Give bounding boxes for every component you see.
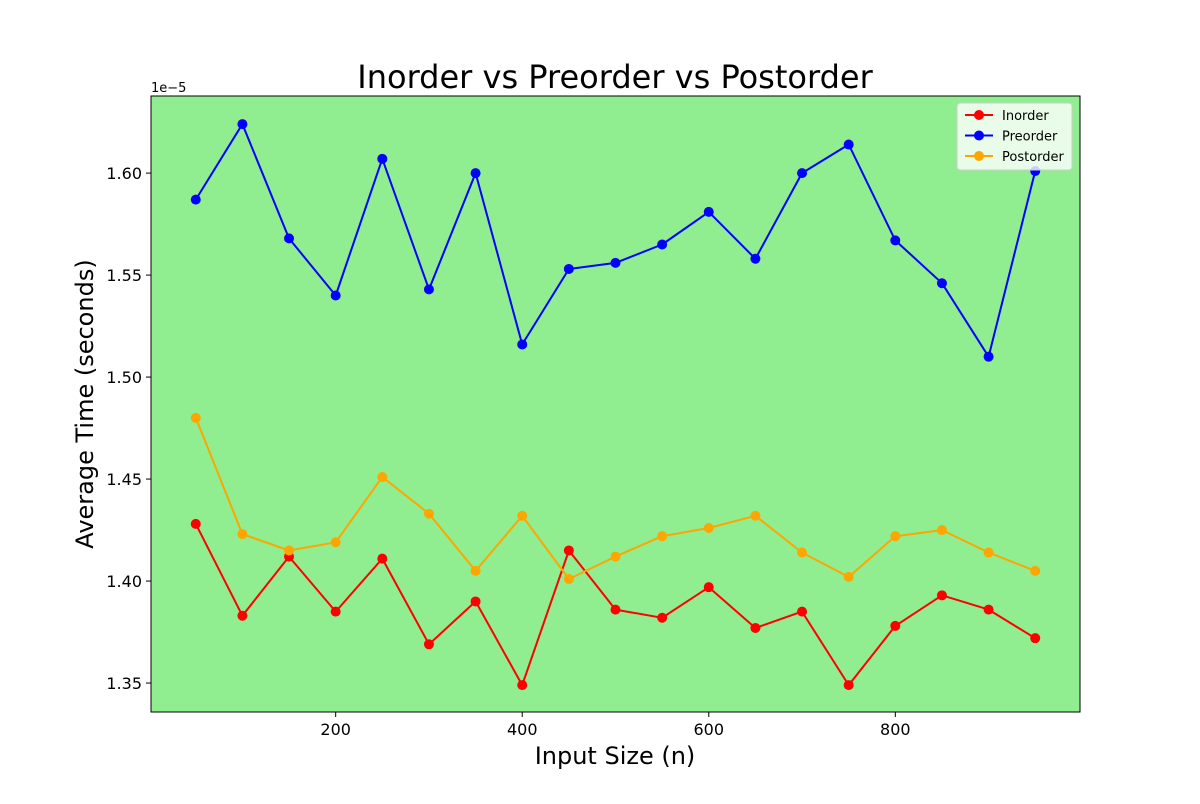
data-point-inorder — [563, 545, 574, 556]
data-point-inorder — [936, 590, 947, 601]
legend-label-preorder: Preorder — [1002, 130, 1058, 145]
data-point-preorder — [890, 235, 901, 246]
data-point-preorder — [377, 153, 388, 164]
legend-marker-postorder — [974, 151, 984, 161]
data-point-preorder — [843, 139, 854, 150]
y-tick-label: 1.55 — [106, 266, 142, 285]
data-point-postorder — [377, 472, 388, 483]
y-tick-label: 1.60 — [106, 164, 142, 183]
data-point-inorder — [890, 620, 901, 631]
data-point-preorder — [797, 168, 808, 179]
plot-frame — [150, 95, 1081, 713]
data-point-postorder — [610, 551, 621, 562]
data-point-inorder — [517, 680, 528, 691]
data-point-preorder — [983, 351, 994, 362]
data-point-inorder — [470, 596, 481, 607]
data-point-preorder — [610, 257, 621, 268]
data-point-postorder — [936, 525, 947, 536]
plot-area — [151, 96, 1080, 712]
data-point-postorder — [843, 571, 854, 582]
data-point-inorder — [377, 553, 388, 564]
data-point-inorder — [610, 604, 621, 615]
x-tick-label: 200 — [320, 720, 351, 739]
chart-title: Inorder vs Preorder vs Postorder — [357, 58, 873, 96]
data-point-inorder — [657, 612, 668, 623]
y-tick-label: 1.50 — [106, 368, 142, 387]
y-axis: 1.35 1.40 1.45 1.50 1.55 1.60 — [106, 164, 151, 693]
legend-marker-inorder — [974, 110, 984, 120]
data-point-preorder — [237, 119, 248, 130]
data-point-preorder — [517, 339, 528, 350]
data-point-preorder — [470, 168, 481, 179]
data-point-preorder — [330, 290, 341, 301]
data-point-postorder — [517, 510, 528, 521]
data-point-inorder — [703, 582, 714, 593]
data-point-preorder — [563, 263, 574, 274]
legend: Inorder Preorder Postorder — [956, 102, 1073, 171]
data-point-preorder — [703, 206, 714, 217]
data-point-postorder — [330, 537, 341, 548]
x-axis-label: Input Size (n) — [535, 742, 696, 770]
data-point-inorder — [750, 622, 761, 633]
data-point-postorder — [890, 531, 901, 542]
data-point-postorder — [237, 529, 248, 540]
data-point-preorder — [936, 278, 947, 289]
y-tick-label: 1.40 — [106, 572, 142, 591]
x-tick-label: 800 — [880, 720, 911, 739]
data-point-inorder — [1030, 633, 1041, 644]
data-point-inorder — [190, 518, 201, 529]
y-tick-label: 1.45 — [106, 470, 142, 489]
data-point-postorder — [470, 565, 481, 576]
data-point-inorder — [330, 606, 341, 617]
y-axis-label: Average Time (seconds) — [71, 259, 99, 548]
data-point-inorder — [423, 639, 434, 650]
series-inorder — [190, 518, 1041, 691]
data-point-postorder — [1030, 565, 1041, 576]
x-tick-label: 400 — [507, 720, 538, 739]
legend-label-inorder: Inorder — [1002, 109, 1049, 124]
series-preorder — [190, 119, 1041, 362]
data-point-inorder — [983, 604, 994, 615]
data-point-postorder — [190, 412, 201, 423]
x-tick-label: 600 — [693, 720, 724, 739]
data-point-postorder — [750, 510, 761, 521]
x-axis: 200 400 600 800 — [320, 712, 911, 739]
y-axis-offset-label: 1e−5 — [151, 81, 186, 96]
series-postorder — [190, 412, 1041, 585]
data-point-inorder — [237, 610, 248, 621]
legend-marker-preorder — [974, 130, 984, 141]
series-layer — [190, 119, 1041, 691]
data-point-postorder — [423, 508, 434, 519]
data-point-inorder — [797, 606, 808, 617]
data-point-postorder — [703, 523, 714, 534]
data-point-preorder — [190, 194, 201, 205]
data-point-preorder — [423, 284, 434, 295]
data-point-postorder — [657, 531, 668, 542]
legend-label-postorder: Postorder — [1002, 150, 1065, 165]
data-point-preorder — [657, 239, 668, 250]
data-point-postorder — [797, 547, 808, 558]
y-tick-label: 1.35 — [106, 674, 142, 693]
data-point-postorder — [284, 545, 295, 556]
data-point-preorder — [284, 233, 295, 244]
data-point-postorder — [983, 547, 994, 558]
data-point-inorder — [843, 680, 854, 691]
data-point-preorder — [750, 253, 761, 264]
data-point-postorder — [563, 574, 574, 585]
legend-box — [956, 102, 1073, 171]
